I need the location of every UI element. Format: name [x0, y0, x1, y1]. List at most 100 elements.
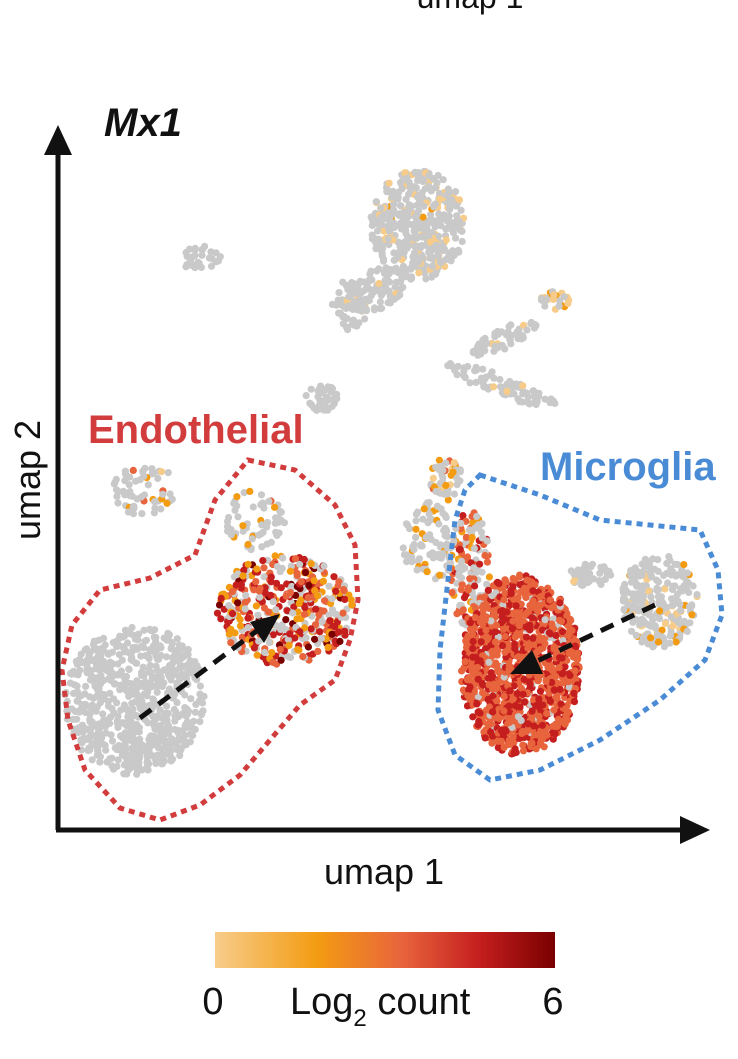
- cell-point: [216, 253, 224, 261]
- cell-point: [535, 712, 543, 720]
- cell-point: [178, 645, 186, 653]
- cell-point: [431, 200, 439, 208]
- cell-point: [512, 748, 520, 757]
- cell-point: [433, 217, 441, 225]
- cell-point: [436, 571, 444, 579]
- cell-point: [109, 695, 118, 703]
- cell-point: [94, 651, 103, 660]
- cell-point: [277, 625, 285, 634]
- cell-point: [271, 519, 279, 527]
- cell-point: [647, 570, 655, 579]
- cell-point: [549, 667, 557, 676]
- cell-point: [482, 601, 490, 609]
- cell-point: [128, 699, 136, 707]
- cell-point: [342, 304, 350, 312]
- cell-point: [114, 499, 122, 507]
- cell-point: [377, 213, 386, 221]
- cell-point: [482, 633, 491, 641]
- cell-point: [421, 269, 429, 277]
- cell-point: [120, 672, 128, 681]
- cell-point: [265, 638, 273, 647]
- cell-point: [546, 697, 555, 705]
- cell-point: [351, 287, 359, 295]
- cell-point: [175, 736, 183, 744]
- cell-point: [460, 664, 468, 672]
- cell-point: [571, 667, 579, 675]
- cell-point: [368, 286, 376, 295]
- cell-point: [479, 620, 487, 628]
- cell-point: [154, 474, 162, 482]
- cell-point: [508, 380, 516, 388]
- cell-point: [127, 656, 135, 664]
- cell-point: [509, 733, 517, 741]
- cell-point: [398, 222, 406, 230]
- cell-point: [269, 658, 277, 667]
- cell-point: [191, 708, 199, 716]
- cell-point: [108, 648, 116, 656]
- cell-point: [537, 727, 545, 735]
- cell-point: [317, 634, 325, 643]
- cell-point: [160, 679, 168, 687]
- cell-point: [372, 198, 380, 206]
- cell-point: [237, 580, 245, 589]
- cell-point: [570, 698, 579, 706]
- cell-point: [182, 722, 190, 730]
- cell-point: [301, 624, 309, 632]
- cell-point: [156, 751, 164, 759]
- cell-point: [429, 255, 437, 263]
- cell-point: [305, 581, 313, 590]
- cell-point: [433, 502, 441, 510]
- cell-point: [110, 480, 118, 488]
- cell-point: [128, 623, 136, 632]
- cell-point: [294, 646, 302, 654]
- cell-point: [505, 718, 513, 727]
- cell-point: [215, 601, 224, 609]
- cell-point: [488, 672, 497, 680]
- cell-point: [453, 481, 461, 489]
- cell-point: [470, 564, 478, 572]
- cell-point: [502, 727, 510, 735]
- cell-point: [405, 178, 413, 187]
- cell-point: [410, 242, 419, 250]
- endothelial-outline: [59, 457, 361, 823]
- cell-point: [114, 660, 122, 668]
- cell-point: [164, 629, 172, 637]
- cell-point: [314, 647, 322, 656]
- cell-point: [551, 730, 559, 738]
- cell-point: [248, 535, 256, 543]
- cell-point: [518, 729, 526, 738]
- cell-point: [244, 614, 252, 622]
- cell-point: [526, 400, 534, 408]
- cell-point: [376, 298, 384, 306]
- cell-point: [494, 646, 502, 655]
- cell-point: [553, 645, 561, 653]
- cell-point: [648, 565, 656, 573]
- cell-point: [387, 188, 395, 196]
- cell-point: [345, 293, 353, 301]
- cell-point: [409, 221, 417, 229]
- scatter-points: [61, 167, 701, 778]
- cell-point: [461, 658, 469, 666]
- top-cut-label: umap 1: [417, 0, 524, 15]
- cell-point: [651, 624, 659, 632]
- colorbar-title: Log2 count: [290, 981, 471, 1032]
- cell-point: [529, 587, 537, 595]
- cell-point: [400, 216, 408, 224]
- cell-point: [324, 406, 332, 414]
- cell-point: [181, 710, 189, 718]
- cell-point: [525, 678, 533, 686]
- cell-point: [678, 570, 686, 578]
- cell-point: [167, 664, 175, 672]
- cell-point: [490, 680, 498, 688]
- cell-point: [362, 305, 371, 314]
- cell-point: [267, 578, 275, 586]
- cell-point: [455, 196, 463, 204]
- cell-point: [644, 640, 652, 648]
- cell-point: [162, 653, 170, 661]
- cell-point: [411, 259, 419, 267]
- cell-point: [339, 320, 347, 328]
- cell-point: [385, 179, 393, 187]
- cell-point: [332, 610, 340, 618]
- cell-point: [349, 316, 358, 324]
- cell-point: [412, 533, 420, 542]
